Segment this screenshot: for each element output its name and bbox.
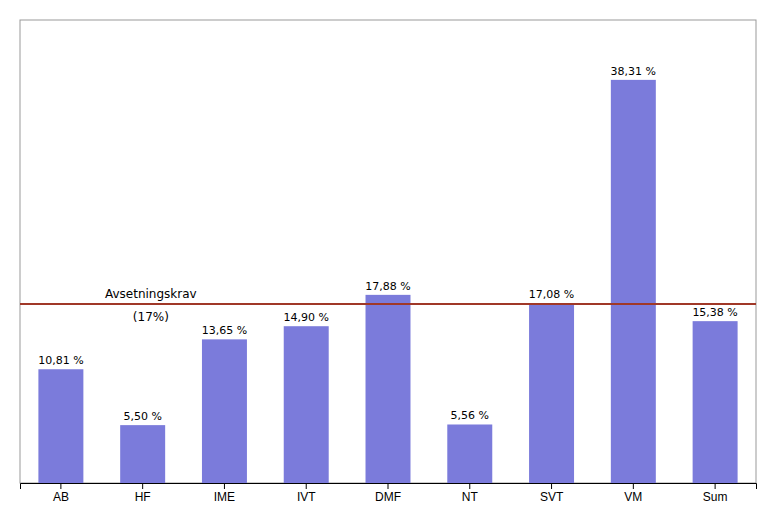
- reference-label: (17%): [133, 310, 169, 324]
- x-tick-mark: [306, 483, 307, 489]
- x-tick: HF: [135, 483, 151, 504]
- data-label: 5,50 %: [123, 410, 161, 423]
- bar: [693, 321, 738, 483]
- data-label: 17,08 %: [529, 288, 574, 301]
- x-axis-line: [21, 484, 757, 490]
- x-tick: SVT: [540, 483, 564, 504]
- bar: [611, 80, 656, 483]
- x-tick: AB: [53, 483, 69, 504]
- x-axis: AB HF IME IVT DMF NT SVT VM Sum: [21, 483, 757, 504]
- x-tick: DMF: [375, 483, 401, 504]
- data-label: 15,38 %: [692, 306, 737, 319]
- chart-svg: AB HF IME IVT DMF NT SVT VM Sum 10,81 % 5,50 % 13,6…: [0, 0, 776, 517]
- x-tick-mark: [551, 483, 552, 489]
- data-label: 5,56 %: [451, 409, 489, 422]
- x-tick-label: IME: [214, 490, 235, 504]
- x-tick-label: HF: [135, 490, 151, 504]
- x-tick-label: DMF: [375, 490, 401, 504]
- data-label: 10,81 %: [38, 354, 83, 367]
- bar: [120, 425, 165, 483]
- reference-label: Avsetningskrav: [105, 287, 197, 301]
- x-tick: Sum: [703, 483, 728, 504]
- x-tick-mark: [388, 483, 389, 489]
- x-tick-label: AB: [53, 490, 69, 504]
- data-label: 17,88 %: [365, 280, 410, 293]
- bar: [284, 326, 329, 483]
- data-labels: 10,81 % 5,50 % 13,65 % 14,90 % 17,88 % 5,56 %…: [38, 65, 738, 423]
- x-tick: IME: [214, 483, 235, 504]
- reference-line: [20, 303, 756, 305]
- x-tick: IVT: [297, 483, 316, 504]
- x-tick-label: IVT: [297, 490, 316, 504]
- x-tick: NT: [462, 483, 479, 504]
- bar: [447, 424, 492, 483]
- plot-frame: [20, 20, 756, 483]
- data-label: 14,90 %: [283, 311, 328, 324]
- x-tick-label: Sum: [703, 490, 728, 504]
- bar: [366, 295, 411, 483]
- x-tick: VM: [624, 483, 642, 504]
- x-tick-mark: [224, 483, 225, 489]
- plot-area: AB HF IME IVT DMF NT SVT VM Sum 10,81 % 5,50 % 13,6…: [20, 20, 757, 504]
- bar: [529, 303, 574, 483]
- x-tick-mark: [60, 483, 61, 489]
- bar: [38, 369, 83, 483]
- data-label: 13,65 %: [202, 324, 247, 337]
- x-tick-mark: [469, 483, 470, 489]
- data-label: 38,31 %: [611, 65, 656, 78]
- x-tick-mark: [142, 483, 143, 489]
- x-tick-mark: [715, 483, 716, 489]
- x-tick-label: SVT: [540, 490, 564, 504]
- x-tick-label: VM: [624, 490, 642, 504]
- marks: [20, 80, 756, 483]
- bar: [202, 339, 247, 483]
- x-tick-mark: [633, 483, 634, 489]
- x-tick-label: NT: [462, 490, 479, 504]
